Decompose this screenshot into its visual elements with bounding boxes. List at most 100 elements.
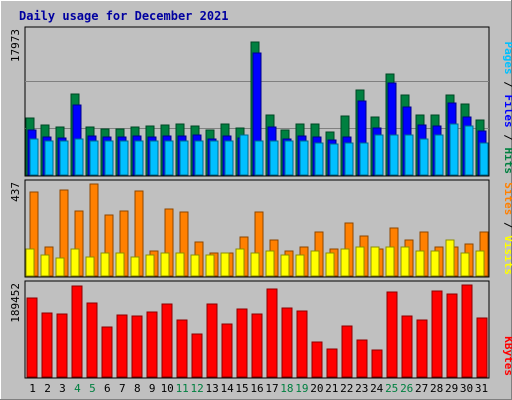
x-tick-label-day-31: 31 <box>475 382 488 395</box>
bar-pages-day-21 <box>329 143 339 176</box>
bar-kbytes-day-26 <box>401 315 413 378</box>
bar-pages-day-17 <box>269 140 279 176</box>
legend-pages-files-hits: Pages / Files / Hits <box>502 42 512 175</box>
panel-visits-sites: 437 Sites / Visits <box>9 179 512 278</box>
y-max-label-visits-sites: 437 <box>9 182 22 202</box>
bar-pages-day-22 <box>344 142 354 176</box>
x-tick-label-day-17: 17 <box>265 382 278 395</box>
x-tick-label-day-16: 16 <box>250 382 263 395</box>
bar-kbytes-day-24 <box>371 349 383 378</box>
series-visits <box>25 239 485 277</box>
bar-kbytes-day-16 <box>251 313 263 378</box>
bar-visits-day-14 <box>220 252 230 277</box>
bar-pages-day-14 <box>224 140 234 176</box>
bar-pages-day-20 <box>314 142 324 176</box>
bar-visits-day-3 <box>55 257 65 277</box>
bar-pages-day-3 <box>59 140 69 176</box>
bar-pages-day-16 <box>254 140 264 176</box>
bar-pages-day-12 <box>194 140 204 176</box>
x-tick-label-day-27: 27 <box>415 382 428 395</box>
x-tick-label-day-25: 25 <box>385 382 398 395</box>
bar-kbytes-day-6 <box>101 326 113 378</box>
bar-visits-day-11 <box>175 252 185 277</box>
x-tick-label-day-19: 19 <box>295 382 308 395</box>
legend-item-0: KBytes <box>502 336 512 376</box>
bar-pages-day-24 <box>374 134 384 176</box>
x-tick-label-day-7: 7 <box>119 382 126 395</box>
x-tick-label-day-22: 22 <box>340 382 353 395</box>
bar-kbytes-day-18 <box>281 307 293 378</box>
x-tick-label-day-13: 13 <box>205 382 218 395</box>
legend-item-0: Pages <box>502 42 512 75</box>
bar-visits-day-10 <box>160 252 170 277</box>
x-tick-label-day-1: 1 <box>29 382 36 395</box>
bar-kbytes-day-9 <box>146 311 158 378</box>
y-max-label-kbytes: 189452 <box>9 283 22 323</box>
x-tick-label-day-12: 12 <box>190 382 203 395</box>
legend-item-2: Files <box>502 95 512 128</box>
bar-pages-day-19 <box>299 140 309 176</box>
x-tick-label-day-15: 15 <box>235 382 248 395</box>
x-tick-label-day-5: 5 <box>89 382 96 395</box>
bar-pages-day-13 <box>209 140 219 176</box>
bar-kbytes-day-7 <box>116 314 128 378</box>
bar-visits-day-4 <box>70 248 80 277</box>
bar-pages-day-18 <box>284 140 294 176</box>
bar-kbytes-day-13 <box>206 303 218 378</box>
bar-kbytes-day-19 <box>296 310 308 378</box>
bar-pages-day-11 <box>179 140 189 176</box>
x-tick-label-day-29: 29 <box>445 382 458 395</box>
bar-pages-day-7 <box>119 140 129 176</box>
bar-kbytes-day-14 <box>221 323 233 378</box>
x-tick-label-day-23: 23 <box>355 382 368 395</box>
bar-visits-day-20 <box>310 250 320 277</box>
bar-visits-day-13 <box>205 254 215 277</box>
bar-pages-day-5 <box>89 140 99 176</box>
bar-visits-day-30 <box>460 252 470 277</box>
bar-visits-day-12 <box>190 254 200 277</box>
x-tick-label-day-26: 26 <box>400 382 413 395</box>
legend-item-2: Visits <box>502 235 512 275</box>
bar-visits-day-26 <box>400 246 410 277</box>
chart-title: Daily usage for December 2021 <box>19 9 229 23</box>
bar-visits-day-27 <box>415 250 425 277</box>
bar-visits-day-2 <box>40 254 50 277</box>
bar-visits-day-28 <box>430 250 440 277</box>
x-tick-label-day-30: 30 <box>460 382 473 395</box>
bar-kbytes-day-31 <box>476 317 488 378</box>
x-tick-label-day-20: 20 <box>310 382 323 395</box>
x-tick-label-day-21: 21 <box>325 382 338 395</box>
bar-visits-day-21 <box>325 252 335 277</box>
bar-kbytes-day-29 <box>446 293 458 378</box>
panels: 17973 Pages / Files / Hits 437 Sites / Visi… <box>9 26 512 379</box>
series-pages <box>29 123 489 176</box>
x-tick-label-day-3: 3 <box>59 382 66 395</box>
bar-visits-day-25 <box>385 246 395 277</box>
bar-pages-day-10 <box>164 140 174 176</box>
bar-kbytes-day-28 <box>431 290 443 378</box>
bar-visits-day-17 <box>265 250 275 277</box>
bar-kbytes-day-30 <box>461 284 473 378</box>
bar-kbytes-day-21 <box>326 348 338 378</box>
bar-kbytes-day-20 <box>311 341 323 378</box>
panel-pages-files-hits: 17973 Pages / Files / Hits <box>9 26 512 177</box>
bar-pages-day-15 <box>239 134 249 176</box>
x-tick-label-day-8: 8 <box>134 382 141 395</box>
bar-visits-day-6 <box>100 252 110 277</box>
y-max-label-pages-files-hits: 17973 <box>9 29 22 62</box>
bar-visits-day-16 <box>250 252 260 277</box>
bar-kbytes-day-12 <box>191 333 203 378</box>
bar-kbytes-day-3 <box>56 313 68 378</box>
legend-kbytes: KBytes <box>502 336 512 376</box>
bar-visits-day-15 <box>235 248 245 277</box>
bar-visits-day-7 <box>115 252 125 277</box>
x-tick-label-day-6: 6 <box>104 382 111 395</box>
series-kbytes <box>26 284 488 378</box>
legend-item-1: / <box>502 75 512 95</box>
x-tick-label-day-2: 2 <box>44 382 51 395</box>
bar-kbytes-day-8 <box>131 315 143 378</box>
x-tick-label-day-14: 14 <box>220 382 234 395</box>
legend-item-1: / <box>502 215 512 235</box>
x-tick-label-day-11: 11 <box>176 382 189 395</box>
bar-pages-day-30 <box>464 125 474 176</box>
